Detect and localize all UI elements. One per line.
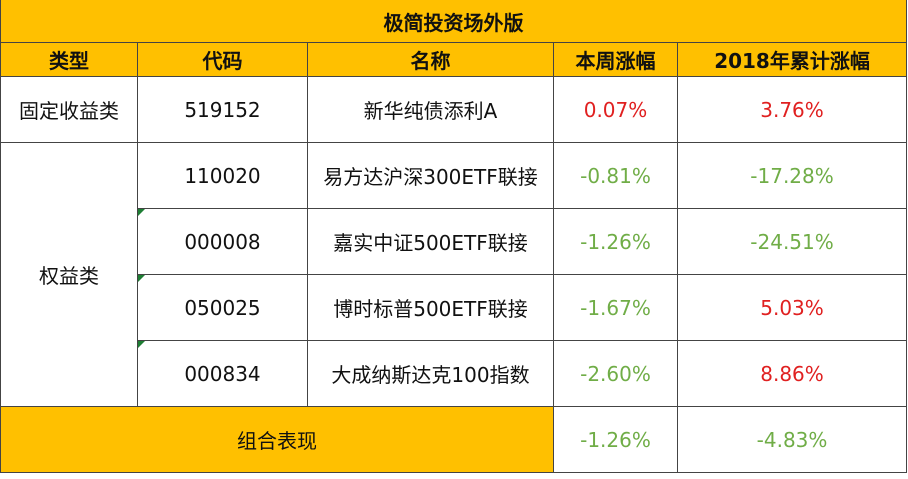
weekly-return: -2.60% [553, 340, 678, 407]
fund-name: 嘉实中证500ETF联接 [307, 208, 554, 275]
footer-label: 组合表现 [0, 406, 554, 473]
weekly-return: -0.81% [553, 142, 678, 209]
weekly-return: -1.67% [553, 274, 678, 341]
footer-weekly-return: -1.26% [553, 406, 678, 473]
fund-code: 000008 [137, 208, 308, 275]
fund-row: 权益类 110020 易方达沪深300ETF联接 -0.81% -17.28% [0, 142, 908, 407]
fund-name: 新华纯债添利A [307, 76, 554, 143]
header-row: 类型 代码 名称 本周涨幅 2018年累计涨幅 [0, 42, 908, 77]
column-header: 2018年累计涨幅 [676, 42, 908, 77]
fund-row: 000008 嘉实中证500ETF联接 -1.26% -24.51% [1, 208, 908, 275]
fund-row: 固定收益类 519152 新华纯债添利A 0.07% 3.76% [0, 76, 908, 143]
fund-code: 519152 [137, 76, 308, 143]
footer-ytd-return: -4.83% [676, 406, 908, 473]
ytd-return: 8.86% [676, 340, 908, 407]
column-header: 本周涨幅 [553, 42, 678, 77]
ytd-return: -17.28% [676, 142, 908, 209]
table-title: 极简投资场外版 [0, 0, 908, 43]
fund-code: 050025 [137, 274, 308, 341]
weekly-return: 0.07% [553, 76, 678, 143]
column-header: 代码 [137, 42, 308, 77]
fund-name: 博时标普500ETF联接 [307, 274, 554, 341]
ytd-return: -24.51% [676, 208, 908, 275]
category-cell: 固定收益类 [0, 76, 138, 143]
fund-name: 大成纳斯达克100指数 [307, 340, 554, 407]
ytd-return: 3.76% [676, 76, 908, 143]
ytd-return: 5.03% [676, 274, 908, 341]
fund-name: 易方达沪深300ETF联接 [307, 142, 554, 209]
fund-row: 050025 博时标普500ETF联接 -1.67% 5.03% [1, 274, 908, 341]
footer-row: 组合表现 -1.26% -4.83% [0, 406, 908, 473]
category-cell: 权益类 [0, 142, 138, 407]
weekly-return: -1.26% [553, 208, 678, 275]
title-row: 极简投资场外版 [0, 0, 908, 43]
column-header: 类型 [0, 42, 138, 77]
fund-code: 110020 [137, 142, 308, 209]
column-header: 名称 [307, 42, 554, 77]
fund-code: 000834 [137, 340, 308, 407]
